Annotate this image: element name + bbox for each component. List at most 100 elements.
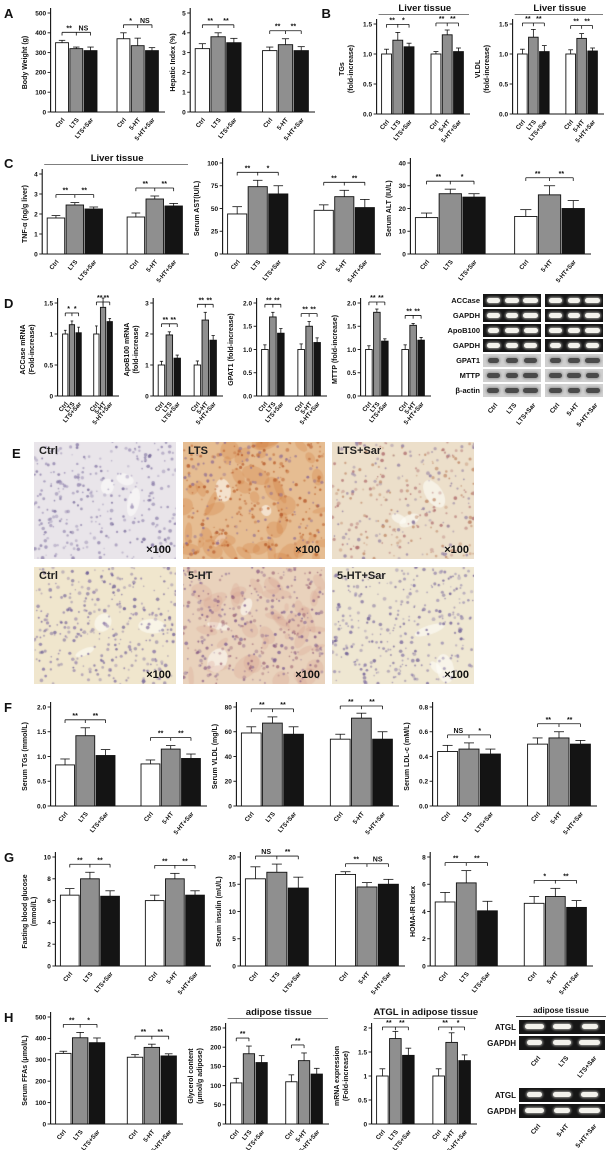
- svg-text:5-HT: 5-HT: [161, 811, 175, 826]
- svg-text:**: **: [266, 297, 272, 304]
- svg-text:**: **: [285, 849, 291, 856]
- svg-text:200: 200: [35, 70, 46, 77]
- svg-text:*: *: [461, 174, 464, 181]
- svg-text:0.0: 0.0: [347, 393, 356, 400]
- svg-text:0.5: 0.5: [44, 362, 53, 369]
- svg-text:50: 50: [214, 1102, 222, 1109]
- svg-text:**: **: [97, 295, 103, 302]
- magnification-label: ×100: [444, 669, 469, 681]
- svg-text:5-HT+Sar: 5-HT+Sar: [558, 970, 581, 996]
- chart-mttp: 0.0 0.5 1.0 1.5 2.0 MTTP (fold-increase) Ctrl L…: [330, 290, 434, 435]
- magnification-label: ×100: [146, 544, 171, 556]
- histology-row-5ht: Ctrl ×100 5-HT ×100 5-HT+Sar ×100: [34, 567, 607, 684]
- bar-chart-ffas: 0 100 200 300 400 500 Serum FFAs (μmol/L) Ctrl L…: [22, 1012, 183, 1150]
- row-panel-d: D 0 0.5 1 1.5 ACCase mRNA (Fold-increase) Ctrl…: [0, 290, 607, 440]
- gel-band: [504, 327, 520, 333]
- svg-text:0.0: 0.0: [419, 803, 428, 810]
- blot-protein-label: GAPDH: [452, 341, 480, 350]
- svg-text:(Fold-increase): (Fold-increase): [343, 1051, 350, 1101]
- svg-text:5-HT: 5-HT: [165, 971, 179, 986]
- svg-text:100: 100: [35, 90, 46, 97]
- svg-text:400: 400: [35, 1036, 46, 1043]
- svg-text:**: **: [414, 308, 420, 315]
- bar-chart-liver_tgs: Liver tissue 0.0 0.5 1.0 1.5 TGs (fold-increas…: [339, 3, 470, 144]
- svg-text:1.5: 1.5: [363, 21, 372, 28]
- svg-text:**: **: [182, 858, 188, 865]
- gel-band: [567, 372, 581, 378]
- gel-strip: [545, 384, 603, 397]
- svg-text:0: 0: [228, 803, 232, 810]
- svg-text:10: 10: [229, 909, 237, 916]
- svg-text:**: **: [474, 856, 480, 863]
- svg-text:HOMA-IR Index: HOMA-IR Index: [410, 886, 417, 937]
- svg-text:5-HT: 5-HT: [145, 259, 159, 274]
- svg-text:0.0: 0.0: [37, 803, 46, 810]
- svg-text:Ctrl: Ctrl: [57, 811, 69, 824]
- svg-text:Ctrl: Ctrl: [244, 811, 256, 824]
- blot-protein-label: β-actin: [455, 386, 480, 395]
- svg-text:*: *: [457, 1020, 460, 1027]
- svg-text:Ctrl: Ctrl: [316, 259, 328, 272]
- svg-text:4: 4: [422, 909, 426, 916]
- gel-band: [526, 1091, 543, 1097]
- bar-chart-alt: 0 10 20 30 40 Serum ALT (IU/L) Ctrl LTS LTS+Sar C…: [386, 158, 591, 284]
- histology-image-2: LTS ×100: [183, 442, 325, 559]
- svg-text:Ctrl: Ctrl: [333, 811, 345, 824]
- svg-text:5-HT+Sar: 5-HT+Sar: [346, 258, 369, 284]
- svg-text:200: 200: [35, 1079, 46, 1086]
- gel-band: [580, 1091, 599, 1097]
- chart-serum-ast: 0 25 50 75 100 Serum AST(IU/L) Ctrl LTS LTS+Sar C…: [192, 150, 384, 293]
- svg-text:Ctrl: Ctrl: [128, 259, 140, 272]
- svg-text:**: **: [141, 1029, 147, 1036]
- svg-text:20: 20: [225, 779, 233, 786]
- gel-band: [548, 327, 563, 333]
- svg-text:1: 1: [145, 362, 149, 369]
- row-panel-a-b: A 0 100 200 300 400 500 Body Weight (g) Ctrl LTS…: [0, 0, 607, 150]
- svg-text:30: 30: [399, 183, 407, 190]
- gel-band: [523, 357, 538, 363]
- svg-text:0: 0: [145, 393, 149, 400]
- svg-text:**: **: [567, 717, 573, 724]
- blot-row-gapdh: GAPDH: [434, 339, 607, 352]
- svg-text:75: 75: [211, 183, 219, 190]
- svg-text:Liver tissue: Liver tissue: [91, 153, 144, 164]
- svg-text:LTS: LTS: [67, 259, 80, 272]
- svg-text:1.0: 1.0: [347, 347, 356, 354]
- gel-band: [548, 297, 563, 303]
- svg-text:Ctrl: Ctrl: [229, 1129, 241, 1142]
- svg-text:1.5: 1.5: [347, 324, 356, 331]
- svg-text:1.0: 1.0: [499, 51, 508, 58]
- svg-text:Ctrl: Ctrl: [518, 259, 530, 272]
- svg-text:**: **: [82, 188, 88, 195]
- svg-text:**: **: [453, 856, 459, 863]
- svg-text:1.5: 1.5: [358, 1049, 367, 1056]
- svg-text:25: 25: [211, 229, 219, 236]
- svg-text:mRNA expression: mRNA expression: [334, 1046, 341, 1106]
- gel-band: [548, 312, 563, 318]
- gel-band: [567, 312, 581, 318]
- svg-text:0: 0: [363, 1121, 367, 1128]
- svg-text:0.5: 0.5: [37, 779, 46, 786]
- svg-text:Ctrl: Ctrl: [62, 971, 74, 984]
- svg-text:Ctrl: Ctrl: [515, 119, 527, 132]
- svg-text:**: **: [77, 857, 83, 864]
- svg-text:2: 2: [422, 936, 426, 943]
- svg-text:**: **: [352, 175, 358, 182]
- lane-label: 5-HT: [555, 1123, 571, 1139]
- gel-band: [486, 297, 501, 303]
- gel-band: [579, 1039, 600, 1045]
- histology-row-lts: Ctrl ×100 LTS ×100 LTS+Sar ×100: [34, 442, 607, 559]
- svg-text:Ctrl: Ctrl: [56, 1129, 68, 1142]
- svg-text:GPAT1 (fold-increase): GPAT1 (fold-increase): [228, 313, 235, 385]
- lane-label: LTS: [557, 1055, 571, 1069]
- gel-band: [506, 357, 518, 363]
- svg-text:NS: NS: [139, 18, 149, 25]
- bar-chart-tnf: Liver tissue 0 1 2 3 4 TNF-α (ng/g liver) Ctrl L…: [22, 153, 189, 284]
- svg-text:**: **: [573, 19, 579, 26]
- svg-text:5-HT+Sar: 5-HT+Sar: [555, 258, 578, 284]
